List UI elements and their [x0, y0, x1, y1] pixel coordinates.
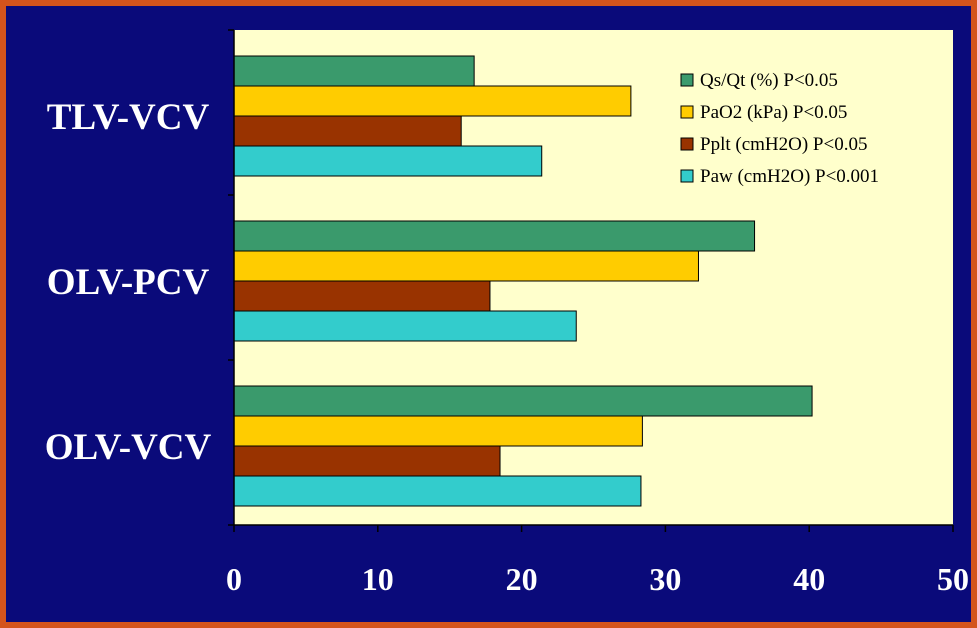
legend-swatch-3	[680, 169, 694, 183]
category-label-olv-vcv: OLV-VCV	[45, 427, 212, 468]
bars-layer	[233, 55, 813, 507]
bar-olv-pcv-series-3	[233, 310, 577, 342]
legend-label-2: Pplt (cmH2O) P<0.05	[700, 134, 867, 155]
x-tick-label-0: 0	[226, 561, 242, 597]
bar-olv-pcv-series-1	[233, 250, 699, 282]
bar-group-olv-vcv	[233, 385, 813, 507]
legend-label-1: PaO2 (kPa) P<0.05	[700, 102, 847, 123]
bar-tlv-vcv-series-1	[233, 85, 632, 117]
legend-label-3: Paw (cmH2O) P<0.001	[700, 166, 879, 187]
axes-layer	[228, 29, 954, 532]
bar-tlv-vcv-series-2	[233, 115, 462, 147]
category-label-tlv-vcv: TLV-VCV	[47, 97, 210, 138]
bar-olv-vcv-series-1	[233, 415, 643, 447]
x-tick-label-30: 30	[649, 561, 681, 597]
x-tick-label-50: 50	[937, 561, 969, 597]
bar-olv-pcv-series-2	[233, 280, 491, 312]
tick-labels: 0 10 20 30 40 50	[226, 561, 969, 597]
bar-olv-vcv-series-0	[233, 385, 813, 417]
bar-olv-pcv-series-0	[233, 220, 756, 252]
legend-label-0: Qs/Qt (%) P<0.05	[700, 70, 838, 91]
bar-group-olv-pcv	[233, 220, 756, 342]
legend: Qs/Qt (%) P<0.05 PaO2 (kPa) P<0.05 Pplt (c…	[680, 70, 879, 187]
bar-group-tlv-vcv	[233, 55, 632, 177]
x-tick-label-40: 40	[793, 561, 825, 597]
category-labels: TLV-VCV OLV-PCV OLV-VCV	[45, 97, 212, 468]
x-tick-label-20: 20	[506, 561, 538, 597]
bar-olv-vcv-series-2	[233, 445, 501, 477]
x-tick-label-10: 10	[362, 561, 394, 597]
legend-swatch-0	[680, 73, 694, 87]
bar-tlv-vcv-series-0	[233, 55, 475, 87]
category-label-olv-pcv: OLV-PCV	[47, 262, 210, 303]
legend-swatch-1	[680, 105, 694, 119]
bar-olv-vcv-series-3	[233, 475, 642, 507]
bar-tlv-vcv-series-3	[233, 145, 543, 177]
legend-swatch-2	[680, 137, 694, 151]
